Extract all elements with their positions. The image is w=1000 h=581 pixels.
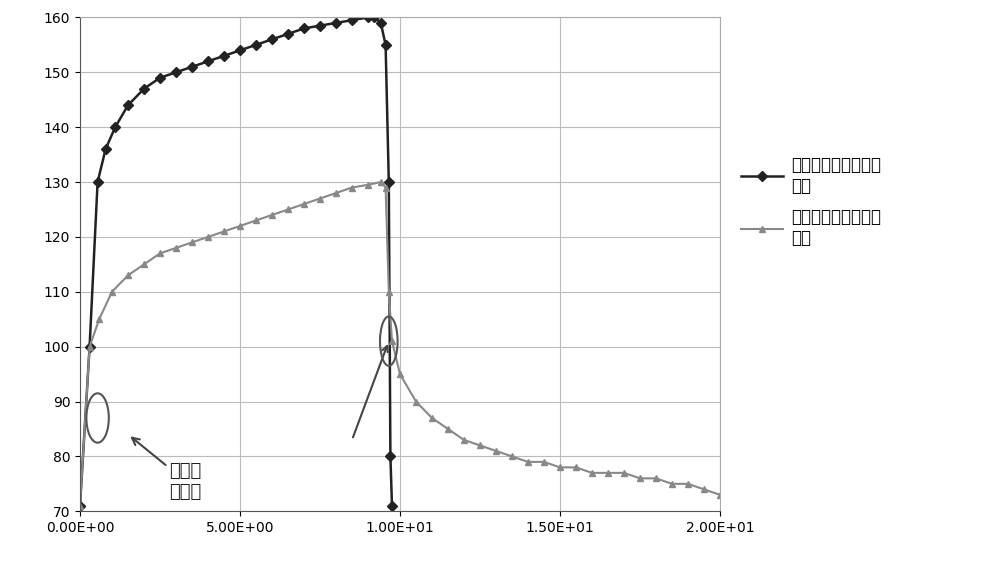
第二个区域温度变化
曲线 [442, 425, 454, 432]
第二个区域温度变化
曲线 [634, 475, 646, 482]
第二个区域温度变化
曲线 [84, 343, 96, 350]
第二个区域温度变化
曲线 [618, 469, 630, 476]
第二个区域温度变化
曲线 [490, 447, 502, 454]
Line: 第二个区域温度变化
曲线: 第二个区域温度变化 曲线 [77, 178, 723, 510]
第二个区域温度变化
曲线 [170, 245, 182, 252]
第一个区域温度变化
曲线 [202, 58, 214, 65]
第二个区域温度变化
曲线 [586, 469, 598, 476]
第二个区域温度变化
曲线 [186, 239, 198, 246]
第二个区域温度变化
曲线 [218, 228, 230, 235]
第一个区域温度变化
曲线 [368, 14, 380, 21]
Line: 第一个区域温度变化
曲线: 第一个区域温度变化 曲线 [77, 14, 395, 510]
第一个区域温度变化
曲线 [346, 17, 358, 24]
第一个区域温度变化
曲线 [375, 19, 387, 26]
第一个区域温度变化
曲线 [362, 14, 374, 21]
第二个区域温度变化
曲线 [714, 492, 726, 498]
第二个区域温度变化
曲线 [386, 338, 398, 345]
第二个区域温度变化
曲线 [570, 464, 582, 471]
第一个区域温度变化
曲线 [218, 52, 230, 59]
第一个区域温度变化
曲线 [84, 343, 96, 350]
第一个区域温度变化
曲线 [170, 69, 182, 76]
第二个区域温度变化
曲线 [138, 261, 150, 268]
第二个区域温度变化
曲线 [330, 189, 342, 196]
第二个区域温度变化
曲线 [506, 453, 518, 460]
第二个区域温度变化
曲线 [602, 469, 614, 476]
第二个区域温度变化
曲线 [666, 480, 678, 487]
第一个区域温度变化
曲线 [154, 74, 166, 81]
第一个区域温度变化
曲线 [314, 22, 326, 29]
第二个区域温度变化
曲线 [250, 217, 262, 224]
第二个区域温度变化
曲线 [282, 206, 294, 213]
第一个区域温度变化
曲线 [234, 47, 246, 54]
第二个区域温度变化
曲线 [554, 464, 566, 471]
第一个区域温度变化
曲线 [266, 36, 278, 43]
第二个区域温度变化
曲线 [426, 414, 438, 421]
第一个区域温度变化
曲线 [100, 146, 112, 153]
第一个区域温度变化
曲线 [380, 41, 392, 48]
第一个区域温度变化
曲线 [250, 41, 262, 48]
第一个区域温度变化
曲线 [92, 178, 104, 185]
第二个区域温度变化
曲线 [234, 223, 246, 229]
第一个区域温度变化
曲线 [384, 453, 396, 460]
第一个区域温度变化
曲线 [109, 124, 121, 131]
第二个区域温度变化
曲线 [522, 458, 534, 465]
第二个区域温度变化
曲线 [202, 234, 214, 241]
第二个区域温度变化
曲线 [298, 200, 310, 207]
第二个区域温度变化
曲线 [458, 436, 470, 443]
第一个区域温度变化
曲线 [138, 85, 150, 92]
第二个区域温度变化
曲线 [394, 371, 406, 378]
第一个区域温度变化
曲线 [186, 63, 198, 70]
第一个区域温度变化
曲线 [383, 178, 395, 185]
第二个区域温度变化
曲线 [375, 178, 387, 185]
第一个区域温度变化
曲线 [386, 503, 398, 510]
第一个区域温度变化
曲线 [282, 30, 294, 37]
第二个区域温度变化
曲线 [383, 288, 395, 295]
第二个区域温度变化
曲线 [410, 398, 422, 405]
第二个区域温度变化
曲线 [380, 184, 392, 191]
第一个区域温度变化
曲线 [298, 25, 310, 32]
第二个区域温度变化
曲线 [346, 184, 358, 191]
第二个区域温度变化
曲线 [266, 211, 278, 218]
第二个区域温度变化
曲线 [474, 442, 486, 449]
第二个区域温度变化
曲线 [154, 250, 166, 257]
Legend: 第一个区域温度变化
曲线, 第二个区域温度变化
曲线: 第一个区域温度变化 曲线, 第二个区域温度变化 曲线 [735, 149, 888, 253]
Text: 准稳态
时间点: 准稳态 时间点 [132, 437, 202, 501]
第二个区域温度变化
曲线 [106, 288, 118, 295]
第一个区域温度变化
曲线 [330, 19, 342, 26]
第一个区域温度变化
曲线 [122, 102, 134, 109]
第二个区域温度变化
曲线 [122, 272, 134, 279]
第二个区域温度变化
曲线 [698, 486, 710, 493]
第二个区域温度变化
曲线 [93, 315, 105, 322]
第二个区域温度变化
曲线 [538, 458, 550, 465]
第二个区域温度变化
曲线 [362, 181, 374, 188]
第二个区域温度变化
曲线 [650, 475, 662, 482]
第二个区域温度变化
曲线 [74, 503, 86, 510]
第一个区域温度变化
曲线 [74, 503, 86, 510]
第二个区域温度变化
曲线 [682, 480, 694, 487]
第二个区域温度变化
曲线 [314, 195, 326, 202]
